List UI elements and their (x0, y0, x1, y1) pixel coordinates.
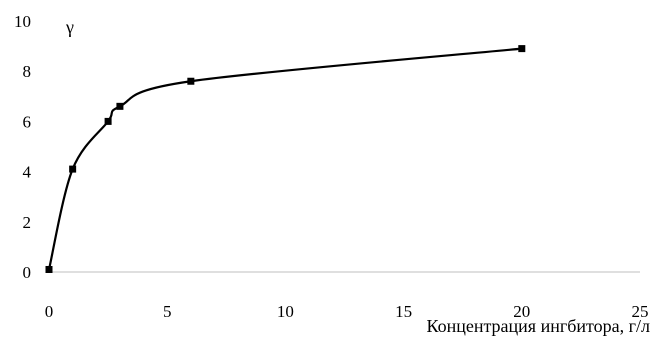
x-tick-label: 25 (632, 302, 649, 321)
y-axis-label: γ (65, 17, 74, 37)
y-tick-label: 6 (23, 112, 32, 131)
series-line (47, 47, 522, 270)
data-point-marker (69, 165, 77, 173)
data-point-marker (187, 77, 195, 85)
data-point-marker (45, 265, 53, 273)
y-tick-label: 2 (23, 213, 32, 232)
x-tick-label: 20 (513, 302, 530, 321)
y-tick-labels: 0 2 4 6 8 10 (14, 12, 32, 282)
y-tick-label: 10 (14, 12, 31, 31)
x-tick-label: 0 (45, 302, 54, 321)
x-axis-label: Концентрация ингбитора, г/л (426, 316, 650, 336)
y-tick-label: 4 (23, 163, 32, 182)
y-tick-label: 0 (23, 263, 32, 282)
data-point-marker (518, 45, 526, 53)
x-tick-label: 5 (163, 302, 172, 321)
x-tick-label: 15 (395, 302, 412, 321)
y-tick-label: 8 (23, 62, 32, 81)
data-point-marker (104, 117, 112, 125)
x-tick-label: 10 (277, 302, 294, 321)
data-point-marker (116, 102, 124, 110)
series-markers (45, 45, 526, 273)
x-tick-labels: 0 5 10 15 20 25 (45, 302, 649, 321)
